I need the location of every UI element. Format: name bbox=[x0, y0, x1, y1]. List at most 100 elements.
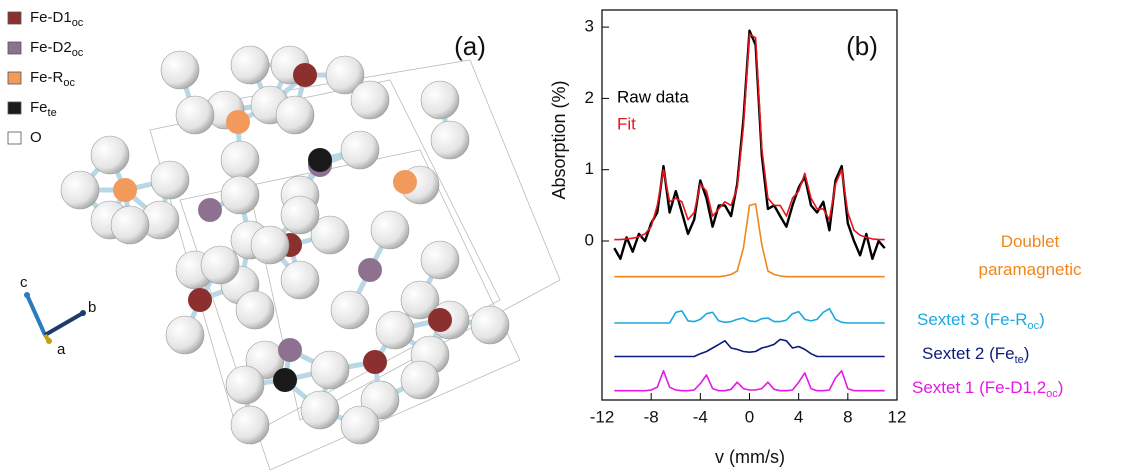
y-tick-label: 2 bbox=[585, 88, 594, 107]
legend-label: Fe-D1oc bbox=[30, 9, 84, 29]
atom bbox=[91, 136, 129, 174]
atom bbox=[251, 226, 289, 264]
series-label-part: Sextet 1 (Fe-D1,2 bbox=[912, 378, 1046, 397]
x-tick-label: -12 bbox=[590, 407, 615, 426]
atom bbox=[471, 306, 509, 344]
legend-swatch bbox=[8, 12, 21, 24]
legend-label-part: Fe-R bbox=[30, 69, 64, 86]
legend-label-part: oc bbox=[72, 17, 84, 29]
series-label-part: te bbox=[1015, 354, 1024, 366]
atom bbox=[281, 196, 319, 234]
atom bbox=[363, 350, 387, 374]
atom bbox=[428, 308, 452, 332]
x-tick-label: 0 bbox=[745, 407, 754, 426]
atom bbox=[371, 211, 409, 249]
atom bbox=[301, 391, 339, 429]
y-tick-label: 0 bbox=[585, 230, 594, 249]
x-tick-label: -8 bbox=[644, 407, 659, 426]
series-line bbox=[614, 309, 884, 323]
orientation-label: c bbox=[20, 274, 28, 291]
series-label-part: ) bbox=[1024, 344, 1030, 363]
atom bbox=[331, 291, 369, 329]
series-label-part: oc bbox=[1028, 320, 1040, 332]
legend-label-part: Fe-D1 bbox=[30, 9, 72, 26]
atom bbox=[281, 261, 319, 299]
series-label-part: ) bbox=[1058, 378, 1064, 397]
orientation-label: b bbox=[88, 299, 96, 316]
atom bbox=[376, 311, 414, 349]
atom bbox=[341, 131, 379, 169]
y-tick-label: 3 bbox=[585, 17, 594, 36]
atom bbox=[431, 121, 469, 159]
atom bbox=[351, 81, 389, 119]
atom bbox=[201, 246, 239, 284]
legend-swatch bbox=[8, 102, 21, 114]
atom bbox=[421, 241, 459, 279]
series-label-part: oc bbox=[1046, 388, 1058, 400]
atom bbox=[161, 51, 199, 89]
x-tick-label: 12 bbox=[888, 407, 907, 426]
series-label: Sextet 2 (Fete) bbox=[922, 344, 1029, 365]
atom bbox=[308, 148, 332, 172]
series-label-part: Sextet 2 (Fe bbox=[922, 344, 1015, 363]
atom bbox=[166, 316, 204, 354]
atom bbox=[236, 291, 274, 329]
orientation-tip bbox=[80, 310, 86, 316]
legend-label-part: oc bbox=[63, 77, 75, 89]
atom bbox=[226, 110, 250, 134]
legend-swatch bbox=[8, 72, 21, 84]
atom bbox=[341, 406, 379, 444]
series-label-part: Sextet 3 (Fe-R bbox=[917, 310, 1028, 329]
series-label: Sextet 1 (Fe-D1,2oc) bbox=[912, 378, 1063, 399]
orientation-axis bbox=[45, 313, 83, 335]
orientation-tip bbox=[46, 338, 52, 344]
y-axis-label: Absorption (%) bbox=[549, 80, 569, 199]
legend-label: Fete bbox=[30, 99, 57, 119]
series-line bbox=[614, 31, 884, 259]
orientation-label: a bbox=[57, 341, 66, 358]
series-label-line: Doublet bbox=[1001, 232, 1060, 251]
x-tick-label: 4 bbox=[794, 407, 803, 426]
legend-swatch bbox=[8, 42, 21, 54]
atom bbox=[111, 206, 149, 244]
atom bbox=[231, 406, 269, 444]
atom bbox=[278, 338, 302, 362]
series-label: Raw data bbox=[617, 87, 689, 106]
series-label-part: ) bbox=[1039, 310, 1045, 329]
legend-label: Fe-D2oc bbox=[30, 39, 84, 59]
atom bbox=[221, 176, 259, 214]
atom bbox=[421, 81, 459, 119]
atom bbox=[113, 178, 137, 202]
legend-label-part: Fe-D2 bbox=[30, 39, 72, 56]
series-label: Fit bbox=[617, 114, 636, 133]
atom bbox=[176, 96, 214, 134]
x-tick-label: -4 bbox=[693, 407, 708, 426]
atom bbox=[151, 161, 189, 199]
atom bbox=[358, 258, 382, 282]
atom bbox=[401, 361, 439, 399]
legend-label: O bbox=[30, 129, 42, 146]
atom bbox=[276, 96, 314, 134]
y-tick-label: 1 bbox=[585, 159, 594, 178]
atom bbox=[221, 141, 259, 179]
orientation-tip bbox=[24, 292, 30, 298]
legend-label: Fe-Roc bbox=[30, 69, 75, 89]
legend-label-part: te bbox=[48, 107, 57, 119]
atom bbox=[188, 288, 212, 312]
atom bbox=[226, 366, 264, 404]
x-tick-label: 8 bbox=[843, 407, 852, 426]
series-label: Sextet 3 (Fe-Roc) bbox=[917, 310, 1045, 331]
atom bbox=[311, 351, 349, 389]
panel-label: (a) bbox=[454, 31, 486, 61]
legend-label-part: O bbox=[30, 129, 42, 146]
panel-label: (b) bbox=[846, 31, 878, 61]
legend-label-part: Fe bbox=[30, 99, 48, 116]
atom bbox=[273, 368, 297, 392]
series-line bbox=[614, 339, 884, 356]
atom bbox=[393, 170, 417, 194]
legend-swatch bbox=[8, 132, 21, 144]
orientation-axis bbox=[27, 295, 45, 335]
